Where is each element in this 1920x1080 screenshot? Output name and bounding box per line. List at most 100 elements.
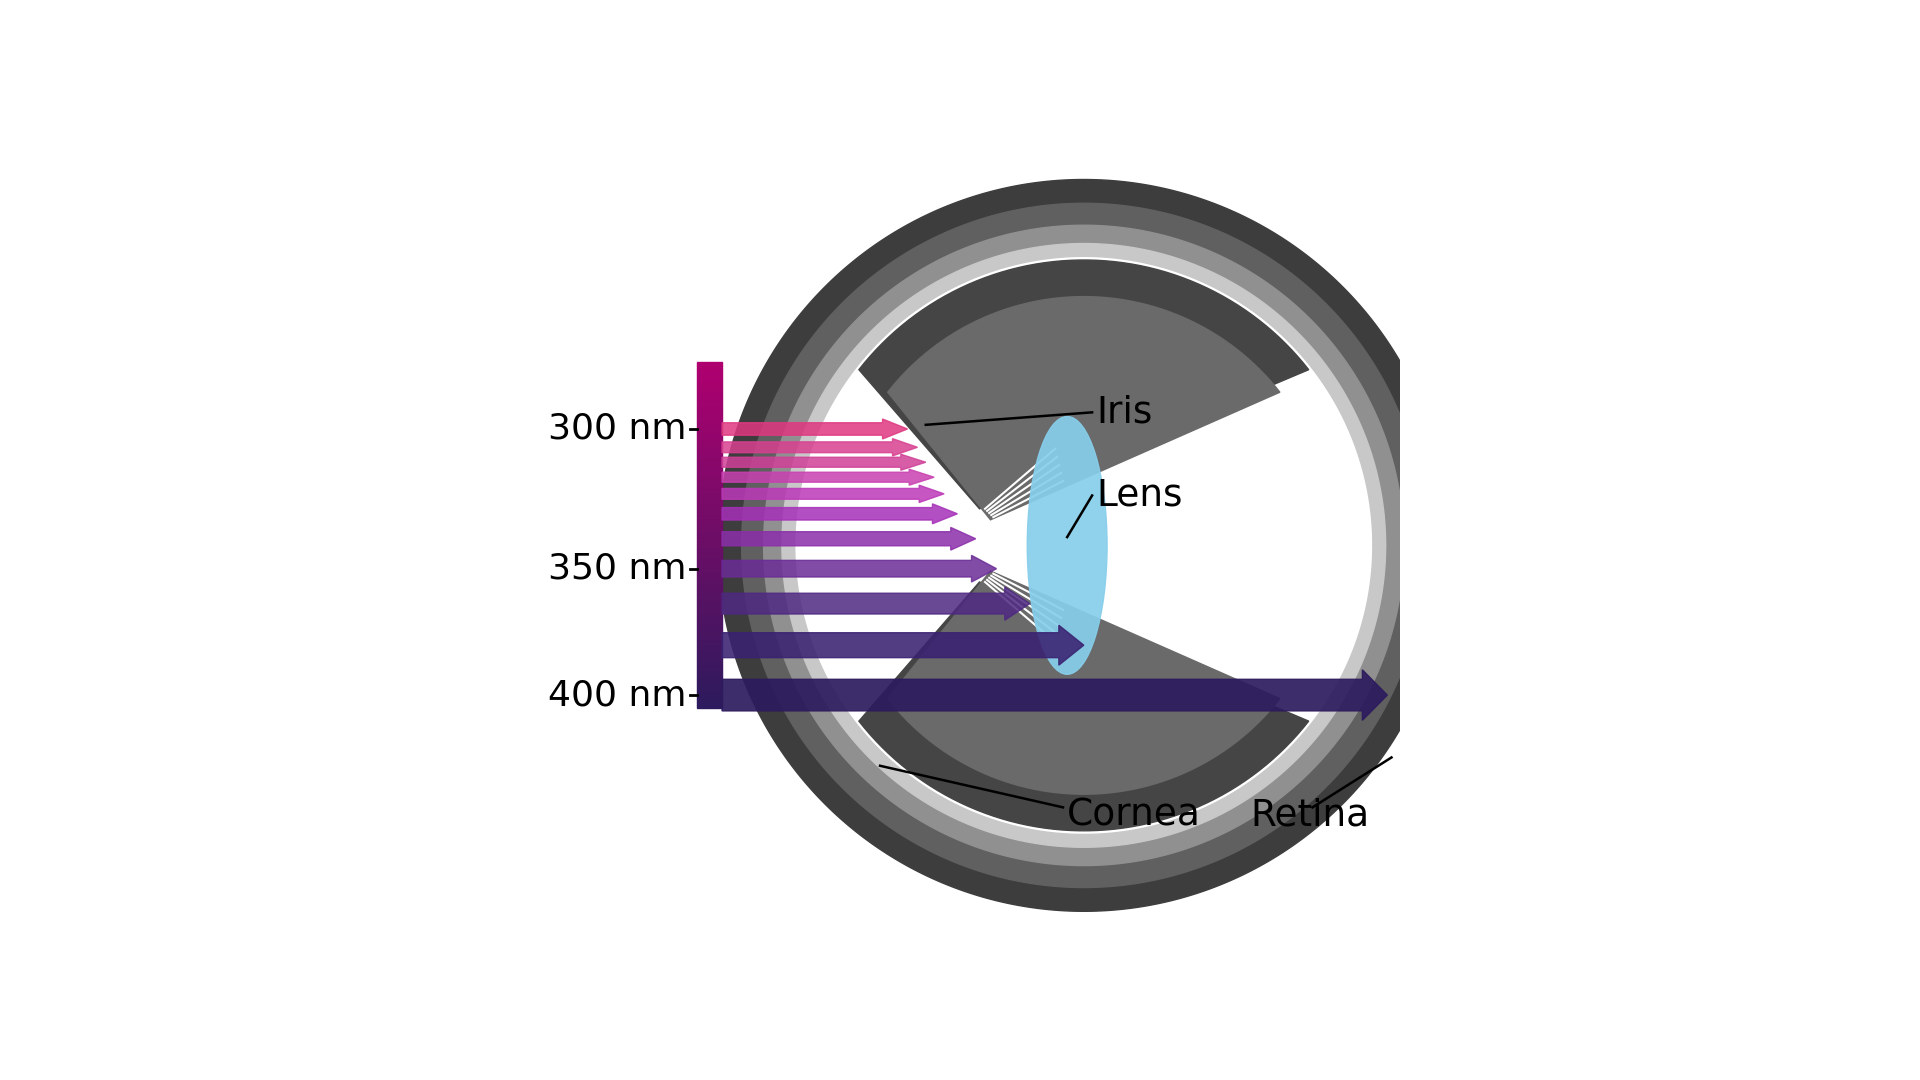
Bar: [697, 448, 722, 451]
Bar: [697, 671, 722, 673]
Bar: [697, 403, 722, 406]
Bar: [697, 656, 722, 659]
Bar: [697, 659, 722, 662]
Bar: [697, 581, 722, 584]
Polygon shape: [858, 260, 1309, 509]
Bar: [697, 664, 722, 667]
Bar: [697, 498, 722, 500]
Bar: [697, 619, 722, 621]
Bar: [697, 400, 722, 403]
Bar: [697, 423, 722, 426]
Bar: [697, 429, 722, 432]
Polygon shape: [722, 527, 975, 550]
Bar: [697, 474, 722, 477]
Bar: [697, 434, 722, 437]
Polygon shape: [887, 297, 1281, 519]
Bar: [697, 372, 722, 374]
Bar: [697, 645, 722, 647]
Text: Retina: Retina: [1250, 798, 1369, 834]
Bar: [697, 586, 722, 590]
Bar: [697, 455, 722, 457]
Bar: [697, 685, 722, 688]
Bar: [697, 598, 722, 602]
Bar: [697, 679, 722, 681]
Bar: [697, 676, 722, 679]
Bar: [697, 558, 722, 561]
Polygon shape: [722, 670, 1388, 720]
Bar: [697, 681, 722, 685]
Bar: [697, 688, 722, 690]
Bar: [697, 463, 722, 465]
Bar: [697, 569, 722, 572]
Polygon shape: [722, 455, 925, 470]
Bar: [697, 607, 722, 610]
Bar: [697, 507, 722, 509]
Bar: [697, 642, 722, 645]
Bar: [697, 417, 722, 420]
Bar: [697, 415, 722, 417]
Polygon shape: [722, 485, 945, 502]
Bar: [697, 621, 722, 624]
Bar: [697, 374, 722, 377]
Bar: [697, 512, 722, 515]
Bar: [697, 702, 722, 704]
Bar: [697, 526, 722, 529]
Bar: [697, 572, 722, 576]
Bar: [697, 432, 722, 434]
Bar: [697, 380, 722, 382]
Bar: [697, 647, 722, 650]
Bar: [697, 389, 722, 391]
Bar: [697, 411, 722, 415]
Polygon shape: [722, 555, 996, 582]
Bar: [697, 457, 722, 460]
Bar: [697, 495, 722, 498]
Bar: [697, 564, 722, 567]
Bar: [697, 426, 722, 429]
Bar: [697, 541, 722, 543]
Polygon shape: [722, 469, 935, 485]
Bar: [697, 630, 722, 633]
Bar: [697, 624, 722, 627]
Bar: [697, 610, 722, 612]
Bar: [697, 529, 722, 532]
Bar: [697, 616, 722, 619]
Bar: [697, 535, 722, 538]
Bar: [697, 440, 722, 443]
Bar: [697, 503, 722, 507]
Bar: [697, 584, 722, 586]
Bar: [697, 704, 722, 707]
Bar: [697, 382, 722, 386]
Bar: [697, 612, 722, 616]
Text: 300 nm: 300 nm: [547, 411, 685, 446]
Bar: [697, 604, 722, 607]
Polygon shape: [722, 503, 958, 524]
Text: 350 nm: 350 nm: [547, 552, 685, 585]
Bar: [697, 696, 722, 699]
Polygon shape: [722, 625, 1083, 665]
Bar: [697, 532, 722, 535]
Text: Cornea: Cornea: [1068, 798, 1202, 834]
Bar: [697, 693, 722, 696]
Bar: [697, 489, 722, 491]
Polygon shape: [887, 571, 1281, 794]
Bar: [697, 469, 722, 472]
Bar: [697, 397, 722, 400]
Bar: [697, 636, 722, 638]
Bar: [697, 420, 722, 423]
Text: Lens: Lens: [1096, 477, 1183, 513]
Bar: [697, 437, 722, 440]
Bar: [697, 517, 722, 521]
Bar: [697, 578, 722, 581]
Bar: [697, 500, 722, 503]
Bar: [697, 451, 722, 455]
Bar: [697, 465, 722, 469]
Bar: [697, 538, 722, 541]
Bar: [697, 472, 722, 474]
Bar: [697, 509, 722, 512]
Polygon shape: [722, 419, 908, 438]
Bar: [697, 576, 722, 578]
Bar: [697, 593, 722, 595]
Bar: [697, 555, 722, 558]
Bar: [697, 368, 722, 372]
Bar: [697, 477, 722, 481]
